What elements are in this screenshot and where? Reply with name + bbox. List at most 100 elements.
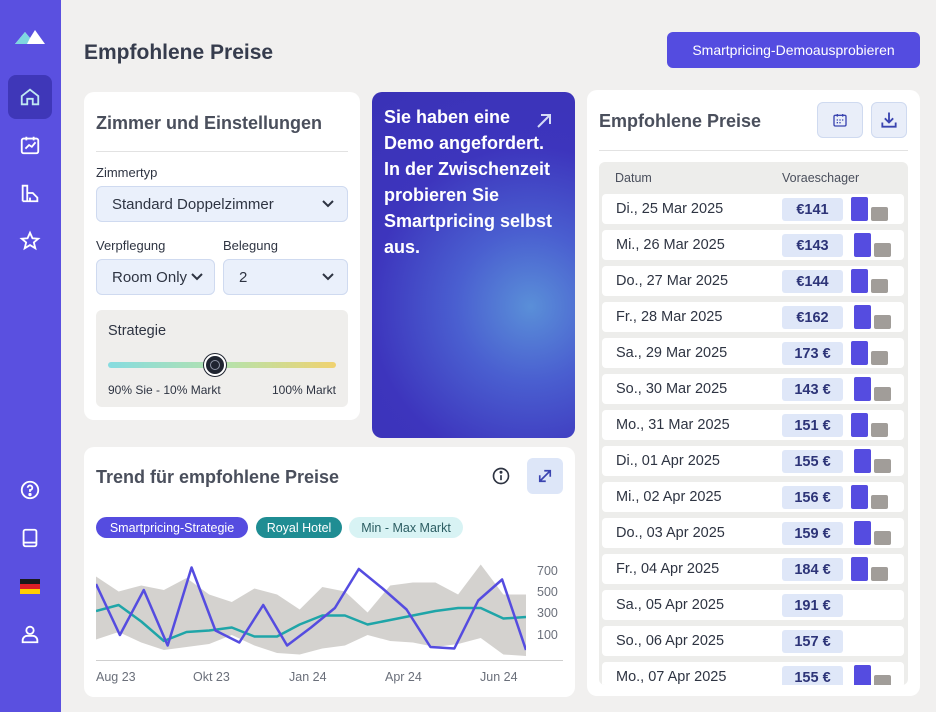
sidebar-item-property[interactable]	[8, 171, 52, 215]
room-type-label: Zimmertyp	[96, 165, 158, 180]
trend-card	[84, 447, 575, 697]
room-type-select[interactable]: Standard Doppelzimmer	[96, 186, 348, 222]
suggestion-bar	[854, 305, 871, 329]
home-icon	[20, 88, 40, 106]
legend-chip-strategy[interactable]: Smartpricing-Strategie	[96, 517, 248, 538]
row-price: 151 €	[782, 414, 843, 437]
suggestion-bar	[854, 233, 871, 257]
table-row[interactable]: Mi., 26 Mar 2025 €143	[602, 230, 904, 260]
market-bar	[874, 675, 891, 685]
suggestion-bar	[851, 341, 868, 365]
row-price: €144	[782, 270, 843, 293]
info-button[interactable]	[483, 458, 519, 494]
row-price: 184 €	[782, 558, 843, 581]
calendar-button[interactable]	[817, 102, 863, 138]
table-row[interactable]: Fr., 28 Mar 2025 €162	[602, 302, 904, 332]
board-select[interactable]: Room Only	[96, 259, 215, 295]
trend-title: Trend für empfohlene Preise	[96, 467, 340, 487]
help-icon	[20, 480, 40, 500]
strategy-slider-thumb[interactable]	[204, 354, 227, 376]
logo-icon	[15, 30, 45, 44]
legend-chip-market[interactable]: Min - Max Markt	[349, 517, 463, 538]
sidebar-item-docs[interactable]	[8, 516, 52, 560]
table-row[interactable]: Mo., 07 Apr 2025 155 €	[602, 662, 904, 685]
suggestion-bar	[854, 377, 871, 401]
sidebar-item-language[interactable]	[8, 564, 52, 608]
sidebar-item-home[interactable]	[8, 75, 52, 119]
row-date: So., 06 Apr 2025	[616, 633, 725, 649]
strategy-right-label: 100% Markt	[271, 383, 336, 397]
market-bar	[874, 387, 891, 401]
row-price: 156 €	[782, 486, 843, 509]
table-row[interactable]: Do., 03 Apr 2025 159 €	[602, 518, 904, 548]
chevron-down-icon	[322, 273, 334, 281]
sidebar-item-account[interactable]	[8, 612, 52, 656]
strategy-left-label: 90% Sie - 10% Markt	[108, 383, 221, 397]
prices-title: Empfohlene Preise	[599, 111, 762, 131]
chevron-down-icon	[322, 200, 334, 208]
demo-button[interactable]: Smartpricing-Demoausprobieren	[667, 32, 920, 68]
row-price: 143 €	[782, 378, 843, 401]
sidebar-item-help[interactable]	[8, 468, 52, 512]
market-bar	[871, 423, 888, 437]
market-bar	[871, 351, 888, 365]
divider	[96, 151, 348, 152]
suggestion-bar	[851, 197, 868, 221]
sidebar	[0, 0, 61, 712]
row-price: €162	[782, 306, 843, 329]
divider	[599, 150, 908, 151]
legend-chip-royal-hotel[interactable]: Royal Hotel	[256, 517, 342, 538]
market-bar	[874, 459, 891, 473]
expand-icon	[538, 469, 552, 483]
board-label: Verpflegung	[96, 238, 166, 253]
row-date: Mi., 26 Mar 2025	[616, 237, 725, 253]
occupancy-label: Belegung	[223, 238, 278, 253]
promo-text: Sie haben eine Demo angefordert. In der …	[384, 107, 553, 257]
row-date: Di., 25 Mar 2025	[616, 201, 724, 217]
suggestion-bar	[851, 269, 868, 293]
market-bar	[871, 207, 888, 221]
row-date: Mi., 02 Apr 2025	[616, 489, 722, 505]
download-button[interactable]	[871, 102, 907, 138]
sidebar-item-favorites[interactable]	[8, 219, 52, 263]
x-tick-okt23: Okt 23	[193, 670, 230, 684]
x-tick-aug23: Aug 23	[96, 670, 136, 684]
table-row[interactable]: So., 30 Mar 2025 143 €	[602, 374, 904, 404]
arrow-up-right-icon	[537, 114, 551, 128]
row-date: So., 30 Mar 2025	[616, 381, 728, 397]
table-row[interactable]: Di., 01 Apr 2025 155 €	[602, 446, 904, 476]
occupancy-value: 2	[239, 268, 248, 286]
suggestion-bar	[854, 665, 871, 685]
row-price: 173 €	[782, 342, 843, 365]
row-date: Mo., 07 Apr 2025	[616, 669, 727, 685]
y-tick-100: 100	[537, 628, 558, 642]
row-date: Di., 01 Apr 2025	[616, 453, 720, 469]
row-price: 159 €	[782, 522, 843, 545]
table-row[interactable]: Mi., 02 Apr 2025 156 €	[602, 482, 904, 512]
col-header-date: Datum	[615, 171, 652, 185]
col-header-suggest: Voraeschager	[782, 171, 860, 185]
x-tick-jun24: Jun 24	[480, 670, 518, 684]
market-bar	[871, 495, 888, 509]
chart-icon	[20, 136, 40, 155]
demo-promo-card[interactable]: Sie haben eine Demo angefordert. In der …	[372, 92, 575, 438]
user-icon	[21, 625, 39, 644]
page-title: Empfohlene Preise	[84, 41, 274, 64]
table-row[interactable]: Mo., 31 Mar 2025 151 €	[602, 410, 904, 440]
download-icon	[881, 112, 897, 128]
table-row[interactable]: Sa., 05 Apr 2025 191 €	[602, 590, 904, 620]
market-bar	[874, 243, 891, 257]
expand-chart-button[interactable]	[527, 458, 563, 494]
table-row[interactable]: So., 06 Apr 2025 157 €	[602, 626, 904, 656]
row-date: Fr., 04 Apr 2025	[616, 561, 720, 577]
table-row[interactable]: Di., 25 Mar 2025 €141	[602, 194, 904, 224]
table-row[interactable]: Sa., 29 Mar 2025 173 €	[602, 338, 904, 368]
occupancy-select[interactable]: 2	[223, 259, 348, 295]
row-date: Do., 27 Mar 2025	[616, 273, 729, 289]
building-icon	[21, 184, 39, 203]
table-row[interactable]: Do., 27 Mar 2025 €144	[602, 266, 904, 296]
chart-x-axis	[96, 660, 563, 661]
sidebar-item-analytics[interactable]	[8, 123, 52, 167]
table-row[interactable]: Fr., 04 Apr 2025 184 €	[602, 554, 904, 584]
y-tick-700: 700	[537, 564, 558, 578]
